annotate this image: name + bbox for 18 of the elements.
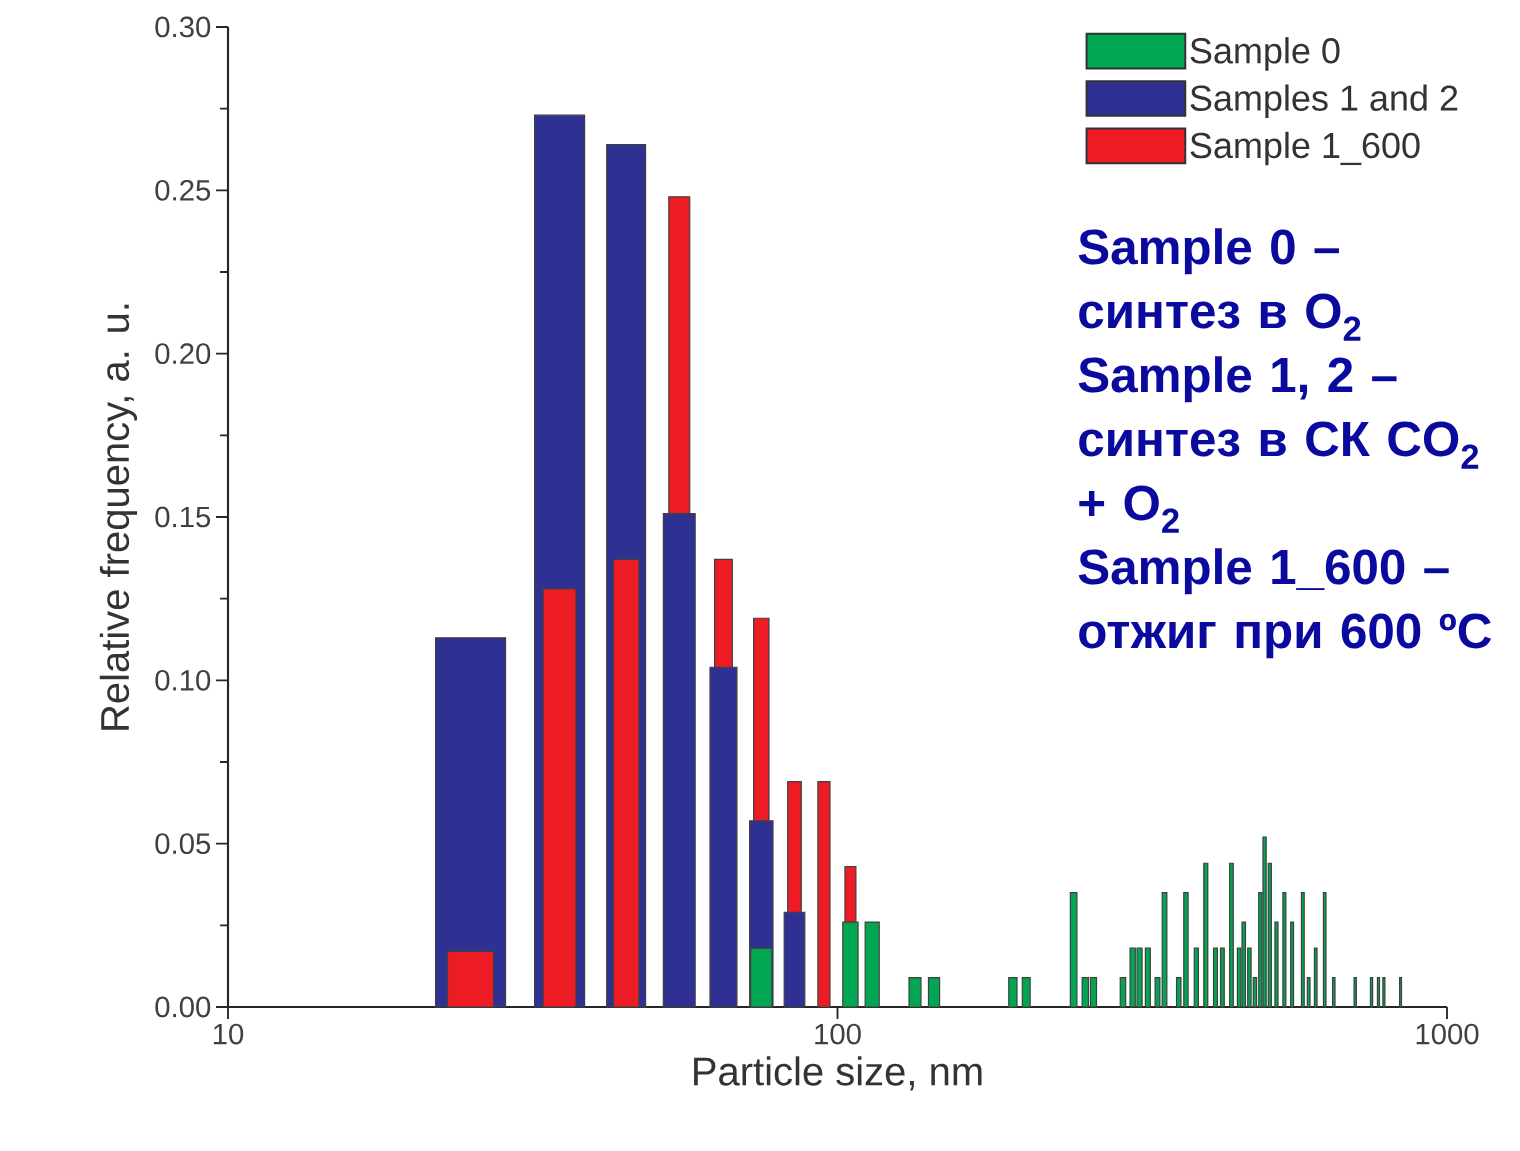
y-tick-label: 0.05 [155, 833, 211, 855]
x-tick-label: 1000 [1416, 1023, 1479, 1045]
x-tick-label: 100 [815, 1023, 861, 1045]
y-tick-label: 0.25 [155, 179, 211, 201]
legend-label: Sample 0 [1190, 37, 1340, 71]
y-tick-label: 0.00 [155, 996, 211, 1018]
legend-label: Sample 1_600 [1190, 131, 1420, 166]
annotation: Sample 0 – синтез в O$_{2}$ [1078, 228, 1361, 341]
text: Sample 1, 2 – синтез в СК CO$_{2}$ + O$_{2}$ [1078, 356, 1479, 533]
legend-label: Samples 1 and 2 [1190, 84, 1458, 119]
x-axis-title: Particle size, nm [694, 1056, 982, 1091]
y-tick-label: 0.20 [155, 343, 211, 365]
annotation: Sample 1_600 – отжиг при 600 ºC [1078, 548, 1492, 659]
y-axis-title: Relative frequency, a. u. [99, 304, 138, 730]
x-tick-label: 10 [213, 1023, 244, 1045]
y-tick-label: 0.15 [155, 506, 211, 528]
y-tick-label: 0.30 [155, 16, 211, 38]
y-tick-label: 0.10 [155, 669, 211, 691]
